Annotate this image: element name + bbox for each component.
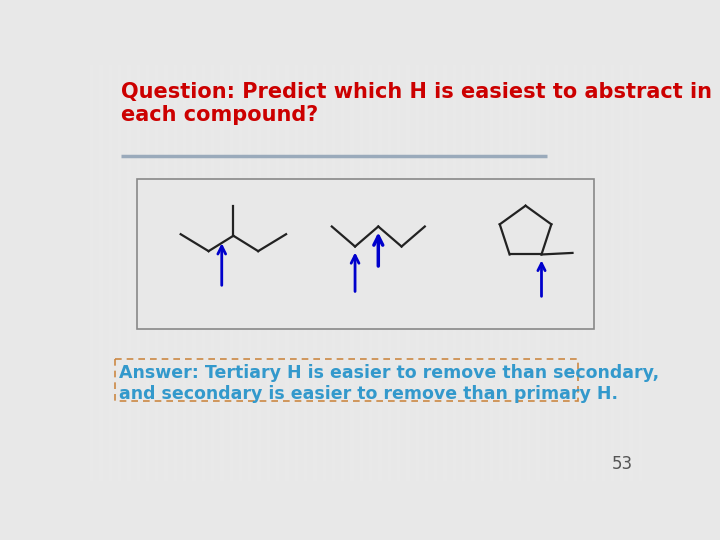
Bar — [258, 65, 260, 481]
Bar — [490, 65, 492, 481]
Bar — [620, 65, 622, 481]
Bar — [304, 65, 306, 481]
Bar — [109, 65, 111, 481]
Bar — [174, 65, 176, 481]
Bar — [593, 65, 595, 481]
Bar — [202, 65, 204, 481]
Bar — [611, 65, 613, 481]
Bar — [137, 65, 139, 481]
Bar — [230, 65, 232, 481]
Bar — [341, 65, 343, 481]
Bar — [629, 65, 631, 481]
Bar — [378, 65, 381, 481]
Bar — [546, 65, 548, 481]
Bar — [276, 65, 279, 481]
Bar — [406, 65, 408, 481]
Bar — [114, 359, 578, 401]
Bar — [248, 65, 251, 481]
Bar — [518, 65, 520, 481]
Bar — [351, 65, 353, 481]
Bar — [239, 65, 241, 481]
Bar — [164, 65, 167, 481]
Bar — [508, 65, 510, 481]
Bar — [555, 65, 557, 481]
Bar — [639, 65, 641, 481]
Bar — [285, 65, 287, 481]
Bar — [220, 65, 222, 481]
Bar — [444, 65, 446, 481]
Bar — [99, 65, 102, 481]
Bar — [266, 65, 269, 481]
Bar — [397, 65, 399, 481]
Bar — [601, 65, 604, 481]
Bar — [574, 65, 576, 481]
Text: Question: Predict which H is easiest to abstract in
each compound?: Question: Predict which H is easiest to … — [121, 82, 712, 125]
Bar — [415, 65, 418, 481]
Bar — [583, 65, 585, 481]
Bar — [145, 65, 148, 481]
Bar — [536, 65, 539, 481]
Bar — [192, 65, 194, 481]
Text: 53: 53 — [611, 455, 632, 473]
Bar — [137, 179, 594, 329]
Bar — [332, 65, 334, 481]
Bar — [369, 65, 372, 481]
Bar — [481, 65, 483, 481]
Bar — [127, 65, 130, 481]
Bar — [118, 65, 120, 481]
Bar — [211, 65, 213, 481]
Bar — [434, 65, 436, 481]
Bar — [155, 65, 158, 481]
Bar — [387, 65, 390, 481]
Bar — [313, 65, 315, 481]
Bar — [294, 65, 297, 481]
Bar — [527, 65, 529, 481]
Bar — [453, 65, 455, 481]
Text: Answer: Tertiary H is easier to remove than secondary,
and secondary is easier t: Answer: Tertiary H is easier to remove t… — [120, 364, 660, 403]
Bar — [90, 65, 92, 481]
Bar — [360, 65, 362, 481]
Bar — [564, 65, 567, 481]
Bar — [462, 65, 464, 481]
Bar — [183, 65, 185, 481]
Bar — [425, 65, 427, 481]
Bar — [472, 65, 474, 481]
Bar — [499, 65, 502, 481]
Bar — [323, 65, 325, 481]
